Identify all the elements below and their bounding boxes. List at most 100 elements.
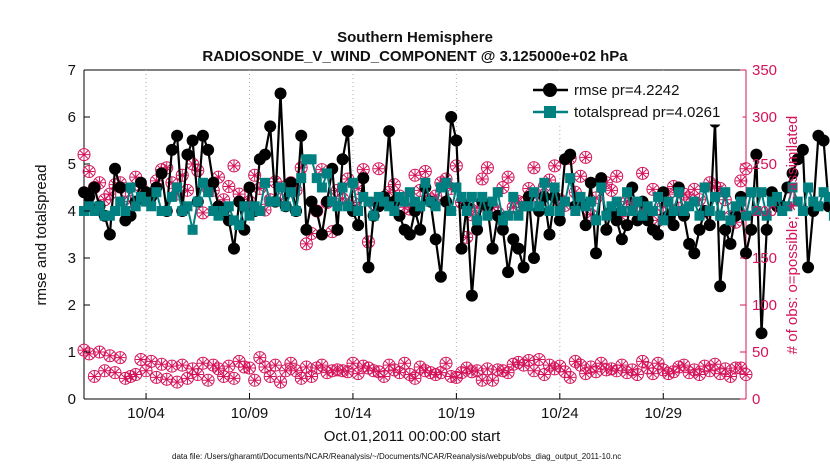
obs-assimilated-point xyxy=(600,364,612,376)
totalspread-point xyxy=(141,196,152,207)
rmse-point xyxy=(548,190,561,203)
totalspread-point xyxy=(89,206,100,216)
totalspread-point xyxy=(161,206,172,216)
totalspread-point xyxy=(642,201,653,212)
totalspread-point xyxy=(399,196,410,207)
obs-assimilated-point xyxy=(223,360,235,372)
obs-assimilated-point xyxy=(352,368,364,380)
totalspread-point xyxy=(120,206,131,216)
totalspread-point xyxy=(441,177,452,188)
rmse-point xyxy=(688,247,701,260)
y-right-tick-label: 0 xyxy=(752,391,760,408)
obs-assimilated-point xyxy=(585,361,597,373)
totalspread-point xyxy=(228,215,239,226)
totalspread-point xyxy=(756,187,767,198)
x-axis-label: Oct.01,2011 00:00:00 start xyxy=(324,428,501,445)
totalspread-point xyxy=(596,182,607,193)
obs-possible-point xyxy=(729,361,743,375)
obs-possible-point xyxy=(486,373,500,387)
obs-possible-point xyxy=(284,356,298,370)
obs-possible-point xyxy=(579,150,593,164)
obs-assimilated-point xyxy=(181,184,193,196)
obs-possible-point xyxy=(475,172,489,186)
obs-assimilated-point xyxy=(445,182,457,194)
obs-possible-point xyxy=(367,364,381,378)
y-left-tick-label: 7 xyxy=(68,62,76,79)
obs-assimilated-point xyxy=(652,214,664,226)
totalspread-point xyxy=(285,187,296,198)
totalspread-point xyxy=(430,201,441,212)
obs-assimilated-point xyxy=(176,359,188,371)
obs-possible-point xyxy=(222,180,236,194)
obs-possible-point xyxy=(155,357,169,371)
obs-possible-point xyxy=(263,369,277,383)
totalspread-point xyxy=(503,210,514,221)
totalspread-point xyxy=(151,187,162,198)
obs-assimilated-point xyxy=(735,362,747,374)
obs-assimilated-point xyxy=(606,363,618,375)
obs-possible-point xyxy=(734,361,748,375)
totalspread-point xyxy=(425,196,436,207)
totalspread-point xyxy=(534,201,545,212)
obs-assimilated-point xyxy=(425,367,437,379)
obs-assimilated-point xyxy=(197,357,209,369)
totalspread-point xyxy=(575,191,586,202)
rmse-point xyxy=(740,247,752,260)
rmse-point xyxy=(207,176,220,189)
totalspread-point xyxy=(818,187,829,198)
rmse-point xyxy=(750,148,763,161)
obs-assimilated-point xyxy=(269,359,281,371)
rmse-point xyxy=(615,233,628,246)
legend-spread-label: totalspread pr=4.0261 xyxy=(574,104,720,121)
totalspread-point xyxy=(239,201,250,212)
y-right-tick-label: 250 xyxy=(752,156,777,173)
rmse-point xyxy=(543,228,556,241)
obs-assimilated-point xyxy=(192,165,204,177)
obs-assimilated-point xyxy=(456,367,468,379)
obs-possible-point xyxy=(160,372,174,386)
obs-possible-point xyxy=(548,159,562,173)
obs-possible-point xyxy=(175,168,189,182)
rmse-point xyxy=(295,129,308,142)
rmse-point xyxy=(181,148,194,161)
totalspread-point xyxy=(404,187,415,198)
rmse-point xyxy=(284,176,297,189)
obs-assimilated-point xyxy=(595,357,607,369)
obs-assimilated-point xyxy=(476,173,488,185)
totalspread-point xyxy=(570,206,581,216)
rmse-point xyxy=(755,327,768,340)
rmse-point xyxy=(714,280,727,293)
obs-assimilated-point xyxy=(383,186,395,198)
obs-assimilated-point xyxy=(140,365,152,377)
obs-assimilated-point xyxy=(202,374,214,386)
totalspread-point xyxy=(704,206,715,216)
obs-assimilated-point xyxy=(352,182,364,194)
obs-assimilated-point xyxy=(399,357,411,369)
totalspread-point xyxy=(746,187,757,198)
obs-assimilated-point xyxy=(709,358,721,370)
totalspread-point xyxy=(678,206,689,216)
obs-assimilated-point xyxy=(497,182,509,193)
obs-assimilated-point xyxy=(502,171,514,183)
rmse-point xyxy=(445,111,458,123)
obs-assimilated-point xyxy=(362,236,374,248)
obs-possible-point xyxy=(325,364,339,378)
rmse-point xyxy=(553,214,566,227)
totalspread-point xyxy=(766,196,777,207)
obs-assimilated-point xyxy=(171,376,183,388)
obs-possible-point xyxy=(237,360,251,374)
totalspread-point xyxy=(410,196,420,207)
obs-possible-point xyxy=(346,356,360,370)
obs-possible-point xyxy=(667,365,681,379)
y-right-tick-label: 100 xyxy=(752,297,777,314)
totalspread-point xyxy=(296,173,307,184)
obs-assimilated-point xyxy=(99,194,111,206)
obs-assimilated-point xyxy=(466,209,478,221)
obs-assimilated-point xyxy=(306,370,318,382)
obs-assimilated-point xyxy=(218,194,230,206)
obs-assimilated-point xyxy=(331,184,343,196)
obs-assimilated-point xyxy=(616,211,628,223)
totalspread-point xyxy=(482,210,493,221)
obs-possible-point xyxy=(124,369,138,383)
